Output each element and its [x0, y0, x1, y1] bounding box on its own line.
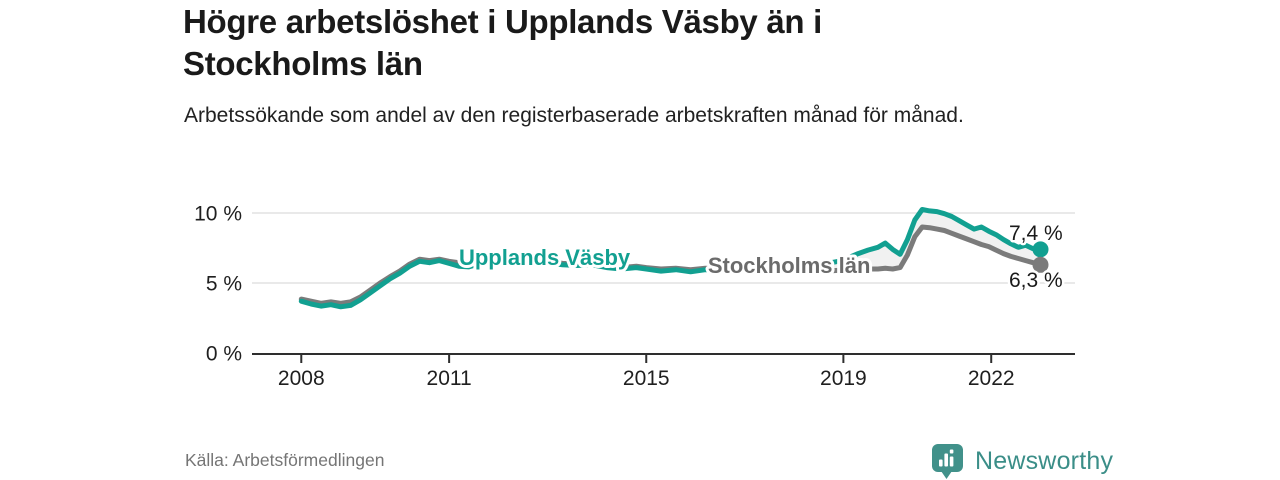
end-dot-upplands-v-sby	[1032, 241, 1049, 258]
gap-fill-area	[301, 209, 1041, 307]
x-axis-label-2008: 2008	[278, 367, 325, 390]
newsworthy-logo[interactable]: Newsworthy	[929, 443, 1113, 480]
chart-subtitle: Arbetssökande som andel av den registerb…	[184, 104, 964, 127]
x-axis-label-2011: 2011	[427, 367, 472, 390]
series-label-upplands-v-sby: Upplands Väsby	[459, 245, 631, 270]
y-axis-label-0: 0 %	[206, 343, 242, 366]
y-axis-label-5: 5 %	[206, 273, 242, 296]
value-label-upplands-v-sby: 7,4 %	[1009, 222, 1063, 245]
x-axis-label-2022: 2022	[968, 367, 1015, 390]
x-axis-label-2019: 2019	[820, 367, 867, 390]
series-line-upplands-v-sby	[298, 207, 1043, 310]
bar-chart-speech-bubble-icon	[932, 444, 963, 479]
chart-title: Högre arbetslöshet i Upplands Väsby än i…	[183, 3, 822, 82]
y-axis-label-10: 10 %	[194, 203, 242, 226]
source-note: Källa: Arbetsförmedlingen	[185, 450, 385, 470]
end-dot-stockholms-l-n	[1032, 256, 1049, 273]
newsworthy-wordmark: Newsworthy	[975, 447, 1114, 475]
series-label-stockholms-l-n: Stockholms län	[708, 253, 871, 278]
value-label-stockholms-l-n: 6,3 %	[1009, 269, 1063, 292]
x-axis-label-2015: 2015	[623, 367, 670, 390]
